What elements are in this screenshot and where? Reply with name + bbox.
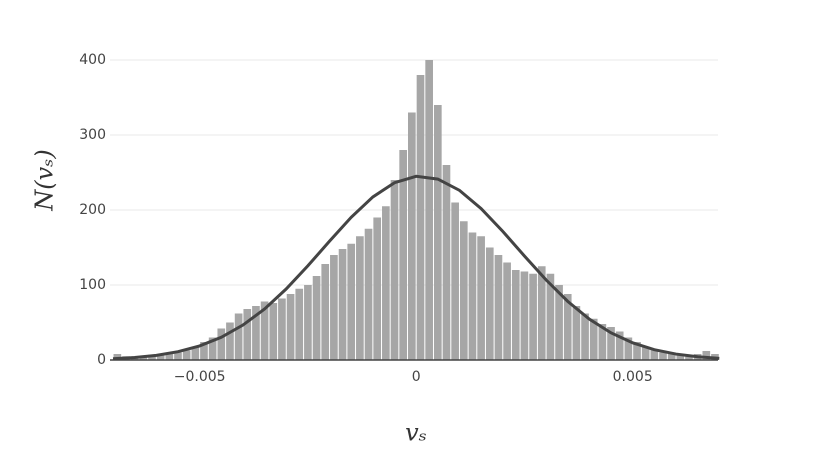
fit-curve [112, 174, 720, 361]
bar [702, 351, 711, 360]
y-tick-label: 0 [97, 352, 106, 368]
bar [165, 353, 174, 360]
bar [243, 309, 252, 360]
bar [226, 322, 234, 360]
bar [347, 243, 356, 360]
bar [555, 285, 563, 360]
bar [356, 236, 364, 360]
x-tick-label: −0.005 [174, 369, 226, 385]
bar [659, 352, 667, 360]
bar [174, 352, 182, 360]
bar [156, 354, 165, 360]
bar [485, 247, 494, 360]
bar [416, 75, 425, 360]
bar [546, 273, 555, 360]
bar [312, 276, 321, 360]
bar [330, 255, 338, 360]
bar [200, 342, 208, 360]
bar [382, 206, 390, 360]
bar [208, 337, 217, 360]
bar [304, 285, 312, 360]
bar [563, 294, 572, 360]
bar [589, 318, 598, 360]
bar [442, 165, 451, 360]
y-tick-label: 100 [79, 277, 106, 293]
bar [503, 262, 511, 360]
bar [321, 264, 330, 360]
bar [641, 346, 650, 360]
bar [676, 355, 685, 360]
bar [451, 202, 459, 360]
bar [191, 346, 200, 360]
bar [598, 324, 607, 360]
bar [607, 327, 615, 360]
y-tick-label: 200 [79, 202, 106, 218]
bar [252, 306, 260, 360]
x-tick-label: 0.005 [613, 369, 653, 385]
bar [425, 60, 433, 360]
bar [650, 349, 659, 360]
bar [364, 228, 373, 360]
y-tick-label: 400 [79, 52, 106, 68]
bar [537, 266, 546, 360]
bar [615, 331, 624, 360]
bar [685, 356, 693, 360]
y-axis-title: N(vₛ) [31, 149, 59, 211]
bar [148, 354, 156, 360]
bar [459, 221, 468, 360]
bar [529, 273, 537, 360]
bar [260, 301, 269, 360]
bar [295, 288, 304, 360]
bar [278, 298, 286, 360]
bar [494, 255, 503, 360]
bar [269, 303, 278, 360]
bar [390, 180, 399, 360]
x-tick-label: 0 [412, 369, 421, 385]
bar [433, 105, 442, 360]
y-tick-label: 300 [79, 127, 106, 143]
bar [667, 354, 676, 360]
bar [408, 112, 416, 360]
x-axis-title: vₛ [405, 419, 427, 447]
bar [373, 217, 382, 360]
bar [633, 342, 641, 360]
bar [624, 337, 633, 360]
bar [338, 249, 347, 360]
bar [468, 232, 477, 360]
bar [572, 306, 581, 360]
bar [477, 236, 485, 360]
bar [520, 271, 529, 360]
bar [234, 313, 243, 360]
bar [581, 313, 589, 360]
bar [286, 294, 295, 360]
bar [217, 328, 226, 360]
bar [182, 350, 191, 360]
bar [511, 270, 520, 360]
bar [399, 150, 408, 360]
